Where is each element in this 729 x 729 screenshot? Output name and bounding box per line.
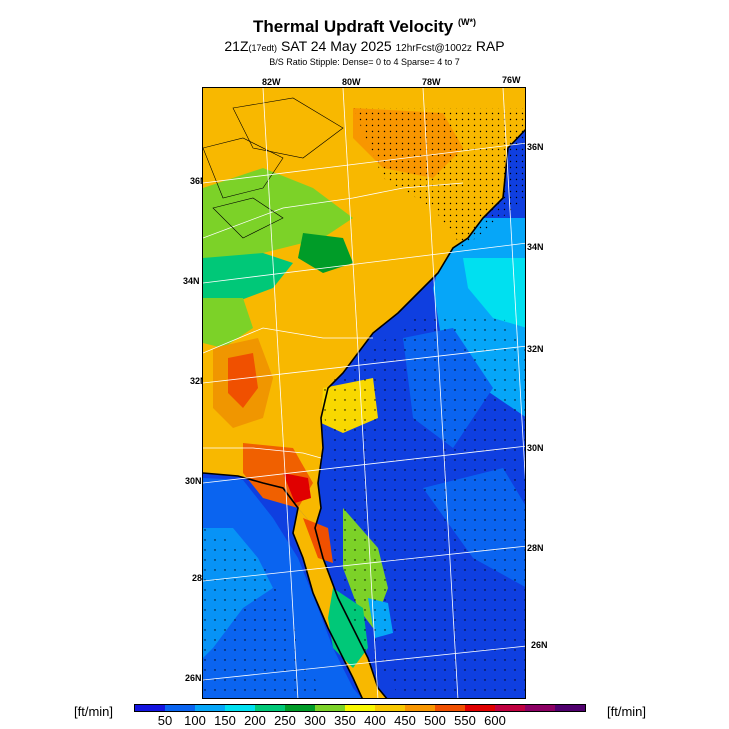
stipple-sparse-atlantic: [323, 318, 525, 698]
colorbar-swatch: [315, 705, 345, 711]
graticule: [203, 88, 525, 698]
colorbar-swatch: [225, 705, 255, 711]
lat-label: 36N: [190, 176, 207, 186]
chart-title: Thermal Updraft Velocity (W*): [0, 17, 729, 37]
lat-label: 32N: [190, 376, 207, 386]
lat-label-right: 36N: [527, 142, 544, 152]
map-panel: [202, 87, 526, 699]
lat-label: 34N: [183, 276, 200, 286]
colorbar-swatch: [285, 705, 315, 711]
title-text: Thermal Updraft Velocity: [252, 17, 454, 36]
colorbar-unit-right: [ft/min]: [607, 704, 647, 719]
atlantic-coastline: [314, 128, 525, 698]
colorbar-tick-label: 400: [364, 713, 386, 728]
colorbar-tick-label: 500: [424, 713, 446, 728]
terrain-contour: [232, 97, 344, 159]
colorbar-swatch: [345, 705, 375, 711]
green-zone-piedmont: [298, 233, 353, 273]
colorbar-swatch: [495, 705, 525, 711]
stipple-note: B/S Ratio Stipple: Dense= 0 to 4 Sparse=…: [269, 57, 460, 67]
dark-red-zone: [283, 473, 311, 503]
lon-label: 76W: [502, 75, 521, 85]
atlantic-nearshore: [463, 258, 525, 328]
colorbar-swatch: [465, 705, 495, 711]
colorbar: [134, 704, 586, 712]
lat-label: 30N: [185, 476, 202, 486]
colorbar-tick-label: 350: [334, 713, 356, 728]
green-zone-west: [203, 253, 293, 303]
state-line-ga-fl: [203, 447, 322, 459]
lon-label: 78W: [422, 77, 441, 87]
colorbar-unit-left: [ft/min]: [74, 704, 114, 719]
title-unit: (W*): [458, 17, 476, 27]
colorbar-swatch: [435, 705, 465, 711]
lon-label: 80W: [342, 77, 361, 87]
colorbar-tick-label: 450: [394, 713, 416, 728]
stipple-dense-north: [353, 108, 525, 248]
lat-label: 28N: [192, 573, 209, 583]
colorbar-swatch: [135, 705, 165, 711]
colorbar-swatch: [405, 705, 435, 711]
state-line-nc-sc: [203, 182, 464, 239]
terrain-contour: [212, 197, 284, 239]
stipple-sparse-gulf: [203, 528, 323, 698]
colorbar-swatch: [375, 705, 405, 711]
local-time: (17edt): [248, 43, 278, 53]
forecast-hour: 12hrFcst@1002z: [395, 43, 472, 54]
colorbar-tick-label: 100: [184, 713, 206, 728]
colorbar-ticks: 50 100 150 200 250 300 350 400 450 500 550 600: [0, 713, 729, 729]
colorbar-tick-label: 600: [484, 713, 506, 728]
map-svg: [203, 88, 525, 698]
lat-label-right: 30N: [527, 443, 544, 453]
valid-date: SAT 24 May 2025: [280, 38, 392, 54]
colorbar-swatch: [525, 705, 555, 711]
gulf-coastline: [203, 472, 363, 698]
lat-label-right: 34N: [527, 242, 544, 252]
terrain-contour: [203, 137, 284, 199]
green-zone-southwest: [203, 298, 253, 348]
colorbar-tick-label: 150: [214, 713, 236, 728]
lon-label: 82W: [262, 77, 281, 87]
colorbar-tick-label: 550: [454, 713, 476, 728]
colorbar-swatch: [195, 705, 225, 711]
colorbar-swatch: [555, 705, 585, 711]
colorbar-swatch: [255, 705, 285, 711]
colorbar-swatch: [165, 705, 195, 711]
state-line-sc-ga: [203, 327, 373, 354]
colorbar-tick-label: 300: [304, 713, 326, 728]
red-zone-georgia: [228, 353, 258, 408]
lat-label-right: 26N: [531, 640, 548, 650]
model-name: RAP: [475, 38, 505, 54]
colorbar-tick-label: 250: [274, 713, 296, 728]
lat-label: 26N: [185, 673, 202, 683]
forecast-subtitle: 21Z(17edt) SAT 24 May 2025 12hrFcst@1002…: [0, 38, 729, 54]
lat-label-right: 28N: [527, 543, 544, 553]
lat-label-right: 32N: [527, 344, 544, 354]
colorbar-tick-label: 50: [157, 713, 173, 728]
colorbar-tick-label: 200: [244, 713, 266, 728]
valid-time: 21Z: [224, 38, 249, 54]
